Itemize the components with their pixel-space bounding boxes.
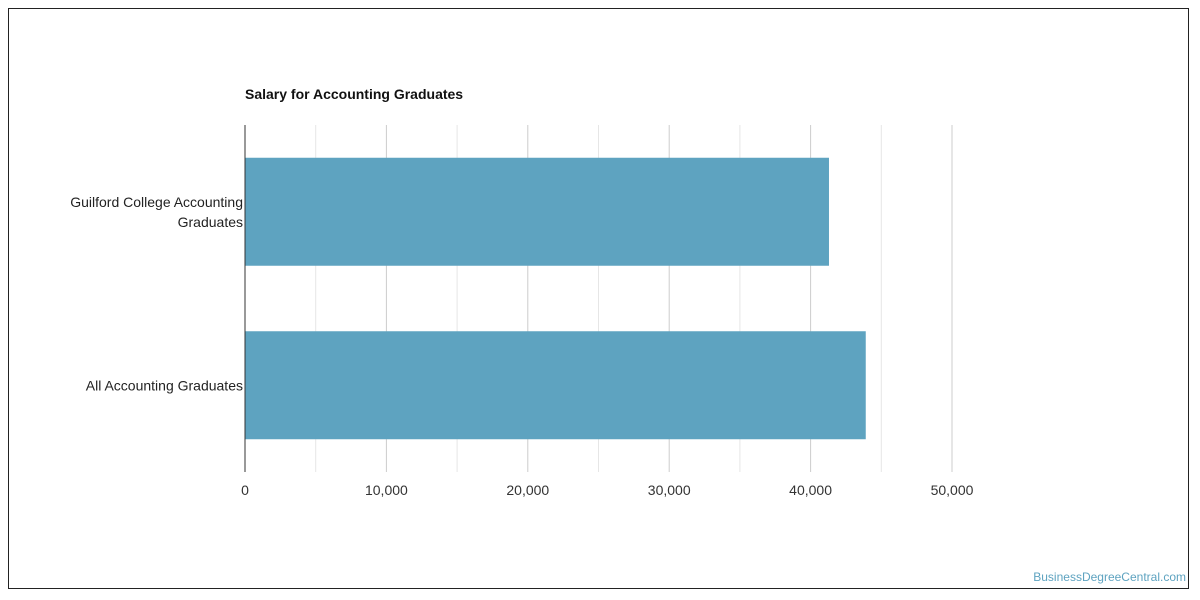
bars: [245, 157, 866, 440]
category-label: Guilford College Accounting: [70, 194, 243, 210]
x-tick-label: 40,000: [789, 482, 832, 498]
x-tick-label: 30,000: [648, 482, 691, 498]
x-tick-label: 10,000: [365, 482, 408, 498]
x-tick-label: 20,000: [506, 482, 549, 498]
category-label: All Accounting Graduates: [86, 377, 243, 393]
category-labels: Guilford College Accounting Graduates All …: [70, 194, 243, 394]
category-label: Graduates: [178, 214, 243, 230]
watermark: BusinessDegreeCentral.com: [1033, 570, 1186, 584]
bar: [245, 157, 829, 266]
x-tick-labels: 0 10,000 20,000 30,000 40,000 50,000: [241, 482, 974, 498]
x-tick-label: 50,000: [931, 482, 974, 498]
chart-title: Salary for Accounting Graduates: [245, 86, 463, 102]
bar: [245, 331, 866, 440]
x-tick-label: 0: [241, 482, 249, 498]
